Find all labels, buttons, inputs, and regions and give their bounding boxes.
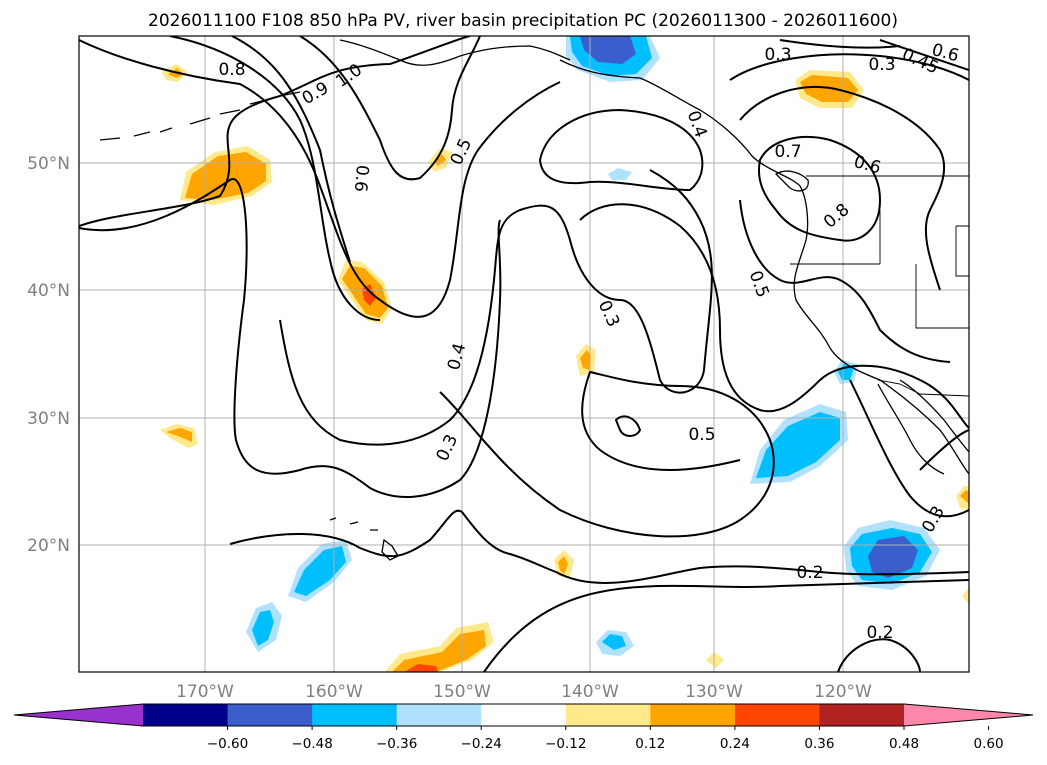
lat-label: 40°N <box>27 281 70 301</box>
pv-contour <box>739 86 946 291</box>
colorbar-extend-low <box>14 704 143 726</box>
pv-contour <box>539 109 704 191</box>
negative-anomaly-region <box>756 412 840 478</box>
political-borders <box>790 175 969 397</box>
colorbar-segment <box>227 704 313 726</box>
colorbar-tick-label: −0.24 <box>461 736 502 752</box>
map-panel: 0.8 1.0 0.9 0.5 0.6 0.4 0.3 0.3 0.3 0.4 … <box>27 35 970 702</box>
colorbar-outline <box>13 703 1034 727</box>
colorbar-tick-label: −0.48 <box>291 736 332 752</box>
contour-label: 0.2 <box>796 563 823 583</box>
pv-contour <box>229 509 969 584</box>
positive-anomaly-region <box>404 664 438 672</box>
negative-anomaly-region <box>868 536 918 578</box>
pv-contour <box>758 136 881 242</box>
pv-contour <box>879 39 969 71</box>
pv-contour <box>739 199 951 363</box>
colorbar-segment <box>481 704 567 726</box>
contour-label: 0.5 <box>688 425 715 445</box>
pv-contour <box>919 429 969 471</box>
lon-label: 140°W <box>561 682 619 702</box>
lat-label: 30°N <box>27 409 70 429</box>
positive-anomaly-region <box>960 490 969 504</box>
colorbar-tick-label: 0.24 <box>720 736 750 752</box>
contour-label: 0.3 <box>764 45 791 65</box>
pv-contour <box>579 203 969 429</box>
pv-contour <box>79 36 471 227</box>
pv-contour <box>729 53 969 81</box>
colorbar-segment <box>650 704 736 726</box>
map-background <box>79 36 969 672</box>
colorbar-tick-label: 0.48 <box>889 736 919 752</box>
contour-label: 0.7 <box>774 142 801 162</box>
negative-anomaly-region <box>602 634 626 650</box>
lon-label: 160°W <box>305 682 363 702</box>
lat-label: 50°N <box>27 154 70 174</box>
lon-label: 170°W <box>176 682 234 702</box>
contour-label: 0.2 <box>866 623 893 643</box>
alaska-coast <box>339 39 571 66</box>
colorbar-tick-label: 0.12 <box>635 736 665 752</box>
positive-anomaly-region <box>166 428 192 442</box>
aleutian-islands <box>99 91 301 141</box>
contour-label: 0.8 <box>218 60 245 80</box>
colorbar-segment <box>312 704 398 726</box>
baja-coast <box>877 383 945 475</box>
pv-contour <box>79 178 502 498</box>
contour-label: 0.6 <box>350 164 372 193</box>
pv-contour <box>849 379 969 518</box>
colorbar-extend-high <box>904 704 1033 726</box>
colorbar: −0.60 −0.48 −0.36 −0.24 −0.12 0.12 0.24 0.36 0.4… <box>13 703 1034 752</box>
pv-contour <box>79 39 561 318</box>
lon-label: 130°W <box>685 682 743 702</box>
negative-anomaly-region <box>608 168 632 180</box>
pv-contour <box>615 415 641 437</box>
positive-anomaly-region <box>558 556 568 574</box>
gridlines <box>79 36 969 672</box>
longitude-labels: 170°W 160°W 150°W 140°W 130°W 120°W <box>176 682 872 702</box>
colorbar-tick-label: −0.60 <box>207 736 248 752</box>
colorbar-tick-label: 0.36 <box>804 736 834 752</box>
colorbar-tick-label: 0.60 <box>974 736 1004 752</box>
colorbar-segment <box>396 704 482 726</box>
coastlines <box>99 39 969 561</box>
positive-anomaly-region <box>580 350 591 370</box>
negative-anomaly-region <box>580 36 636 64</box>
contour-label: 0.3 <box>868 55 895 75</box>
mexico-coast <box>899 379 969 453</box>
lon-label: 150°W <box>433 682 491 702</box>
pv-contour <box>837 638 921 672</box>
colorbar-segment <box>143 704 229 726</box>
positive-anomaly-region <box>706 652 724 668</box>
pv-contour <box>439 371 775 538</box>
negative-anomaly-region <box>294 546 346 596</box>
negative-anomaly-region <box>252 610 274 646</box>
colorbar-tick-label: −0.12 <box>545 736 586 752</box>
pv-contour <box>299 36 481 181</box>
pv-contour <box>483 579 969 672</box>
map-title: 2026011100 F108 850 hPa PV, river basin … <box>148 11 898 31</box>
colorbar-tick-label: −0.36 <box>376 736 417 752</box>
latitude-labels: 50°N 40°N 30°N 20°N <box>27 154 70 556</box>
pv-contour <box>169 36 381 321</box>
lon-label: 120°W <box>814 682 872 702</box>
north-america-coast <box>559 59 969 475</box>
map-frame <box>78 35 970 673</box>
pv-contour <box>779 39 901 49</box>
colorbar-segment <box>819 704 905 726</box>
colorbar-segment <box>565 704 651 726</box>
pv-contour <box>231 36 351 263</box>
hawaiian-islands <box>329 517 399 561</box>
pv-contour <box>279 169 713 446</box>
vancouver-island <box>774 170 809 192</box>
pv-contours <box>79 36 969 672</box>
lat-label: 20°N <box>27 536 70 556</box>
us-state-borders <box>790 210 969 397</box>
colorbar-segment <box>734 704 820 726</box>
positive-anomaly-region <box>962 588 969 604</box>
